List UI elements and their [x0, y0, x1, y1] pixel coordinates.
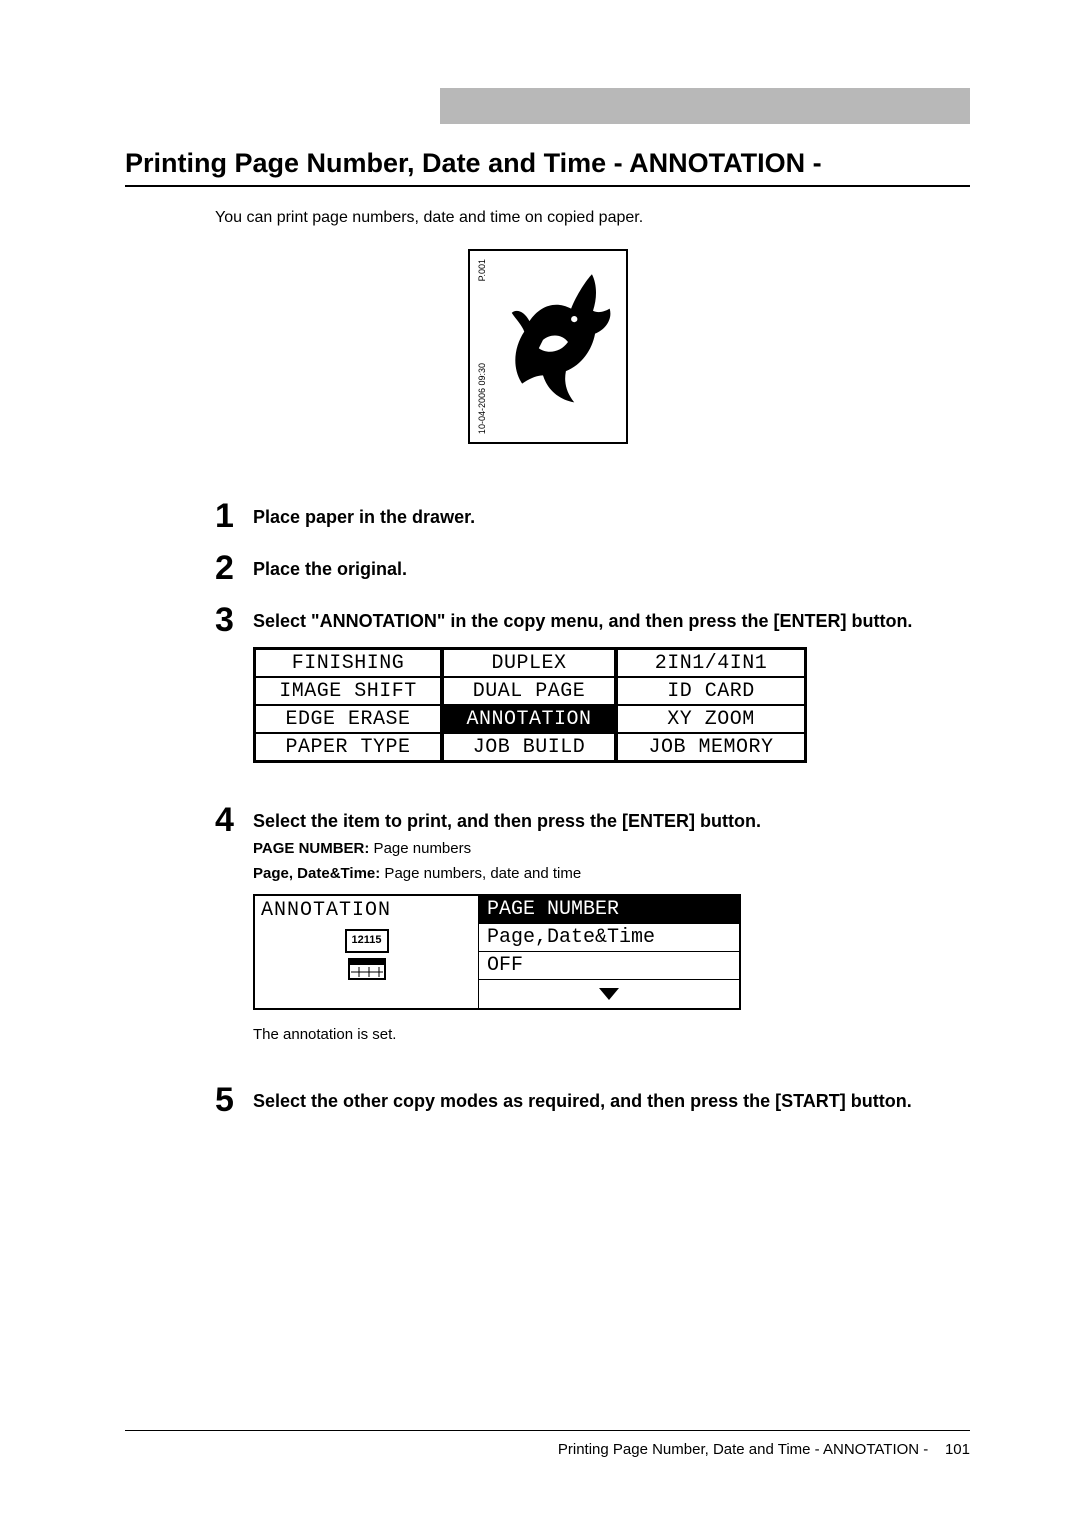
orca-figure: P.001 10-04-2006 09:30	[468, 249, 628, 444]
step-3: 3 Select "ANNOTATION" in the copy menu, …	[215, 603, 970, 785]
page-number-desc: Page numbers	[369, 840, 471, 857]
annotation-left: ANNOTATION 12115	[255, 896, 479, 1008]
menu-finishing[interactable]: FINISHING	[255, 649, 443, 677]
annotation-right: PAGE NUMBER Page,Date&Time OFF	[479, 896, 739, 1008]
title-underline	[125, 185, 970, 187]
step4-note: The annotation is set.	[253, 1026, 970, 1043]
figure-side-top: P.001	[477, 259, 487, 281]
step-5: 5 Select the other copy modes as require…	[215, 1083, 970, 1117]
step-title: Select the other copy modes as required,…	[253, 1089, 970, 1113]
figure-side-bottom: 10-04-2006 09:30	[477, 363, 487, 434]
step-title: Select "ANNOTATION" in the copy menu, an…	[253, 609, 970, 633]
section-title: Printing Page Number, Date and Time - AN…	[125, 148, 970, 179]
annotation-opt-page-number[interactable]: PAGE NUMBER	[479, 896, 739, 924]
step-4: 4 Select the item to print, and then pre…	[215, 803, 970, 1064]
menu-id-card[interactable]: ID CARD	[615, 677, 805, 705]
menu-edge-erase[interactable]: EDGE ERASE	[255, 705, 443, 733]
header-grey-bar	[440, 88, 970, 124]
step-number: 4	[215, 803, 253, 837]
annotation-opt-page-date-time[interactable]: Page,Date&Time	[479, 924, 739, 952]
page-footer: Printing Page Number, Date and Time - AN…	[125, 1430, 970, 1458]
page-datetime-label: Page, Date&Time:	[253, 865, 380, 882]
page-datetime-desc: Page numbers, date and time	[380, 865, 581, 882]
annotation-icon-number: 12115	[345, 929, 389, 953]
step-2: 2 Place the original.	[215, 551, 970, 585]
annotation-icon-calendar	[345, 955, 389, 981]
step-number: 2	[215, 551, 253, 585]
step-1: 1 Place paper in the drawer.	[215, 499, 970, 533]
menu-annotation[interactable]: ANNOTATION	[443, 705, 615, 733]
menu-image-shift[interactable]: IMAGE SHIFT	[255, 677, 443, 705]
chevron-down-icon	[599, 988, 619, 1000]
step-title: Select the item to print, and then press…	[253, 809, 970, 833]
orca-icon	[493, 257, 618, 427]
step-number: 5	[215, 1083, 253, 1117]
footer-page-number: 101	[945, 1441, 970, 1458]
menu-duplex[interactable]: DUPLEX	[443, 649, 615, 677]
copy-menu-grid: FINISHING DUPLEX 2IN1/4IN1 IMAGE SHIFT D…	[253, 647, 807, 763]
intro-text: You can print page numbers, date and tim…	[215, 209, 970, 227]
menu-paper-type[interactable]: PAPER TYPE	[255, 733, 443, 761]
steps-list: 1 Place paper in the drawer. 2 Place the…	[215, 499, 970, 1117]
menu-job-memory[interactable]: JOB MEMORY	[615, 733, 805, 761]
step-sub-line2: Page, Date&Time: Page numbers, date and …	[253, 863, 970, 884]
footer-text: Printing Page Number, Date and Time - AN…	[558, 1441, 928, 1458]
step-number: 1	[215, 499, 253, 533]
page-number-label: PAGE NUMBER:	[253, 840, 369, 857]
step-title: Place the original.	[253, 557, 970, 581]
annotation-scroll-down[interactable]	[479, 980, 739, 1008]
step-sub-line1: PAGE NUMBER: Page numbers	[253, 838, 970, 859]
annotation-opt-off[interactable]: OFF	[479, 952, 739, 980]
annotation-left-title: ANNOTATION	[255, 896, 478, 925]
menu-xy-zoom[interactable]: XY ZOOM	[615, 705, 805, 733]
menu-job-build[interactable]: JOB BUILD	[443, 733, 615, 761]
menu-2in1-4in1[interactable]: 2IN1/4IN1	[615, 649, 805, 677]
step-title: Place paper in the drawer.	[253, 505, 970, 529]
menu-dual-page[interactable]: DUAL PAGE	[443, 677, 615, 705]
step-number: 3	[215, 603, 253, 637]
annotation-panel: ANNOTATION 12115	[253, 894, 741, 1010]
